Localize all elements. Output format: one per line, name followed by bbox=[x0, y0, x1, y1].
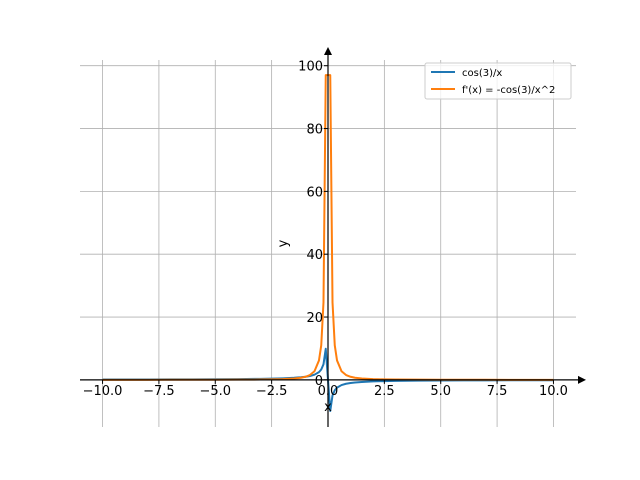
x-tick-label-8: 10.0 bbox=[539, 384, 568, 399]
x-tick-label-3: −2.5 bbox=[256, 384, 288, 399]
legend: cos(3)/x f'(x) = -cos(3)/x^2 bbox=[424, 62, 572, 100]
y-tick-label-5: 100 bbox=[298, 60, 323, 75]
x-tick-label-2: −5.0 bbox=[199, 384, 231, 399]
ticks: −10.0 −7.5 −5.0 −2.5 0.0 2.5 5.0 7.5 10.0 0 20 40 60… bbox=[83, 60, 568, 399]
legend-entry-cos: cos(3)/x bbox=[462, 68, 502, 79]
y-tick-label-4: 80 bbox=[306, 123, 323, 138]
x-axis-arrow bbox=[578, 375, 586, 384]
x-tick-label-5: 2.5 bbox=[374, 384, 395, 399]
x-tick-label-4: 0.0 bbox=[318, 384, 339, 399]
legend-box bbox=[424, 62, 572, 100]
y-tick-label-1: 20 bbox=[306, 311, 323, 326]
x-tick-label-1: −7.5 bbox=[143, 384, 175, 399]
x-tick-label-6: 5.0 bbox=[430, 384, 451, 399]
legend-entry-derivative: f'(x) = -cos(3)/x^2 bbox=[462, 85, 555, 96]
x-axis-label: x bbox=[324, 400, 332, 415]
x-tick-label-0: −10.0 bbox=[83, 384, 123, 399]
x-tick-label-7: 7.5 bbox=[487, 384, 508, 399]
y-tick-label-2: 40 bbox=[306, 248, 323, 263]
y-tick-label-0: 0 bbox=[315, 374, 323, 389]
axes bbox=[80, 47, 586, 427]
y-axis-label: y bbox=[276, 239, 291, 247]
y-tick-label-3: 60 bbox=[306, 185, 323, 200]
y-axis-arrow bbox=[324, 47, 332, 55]
